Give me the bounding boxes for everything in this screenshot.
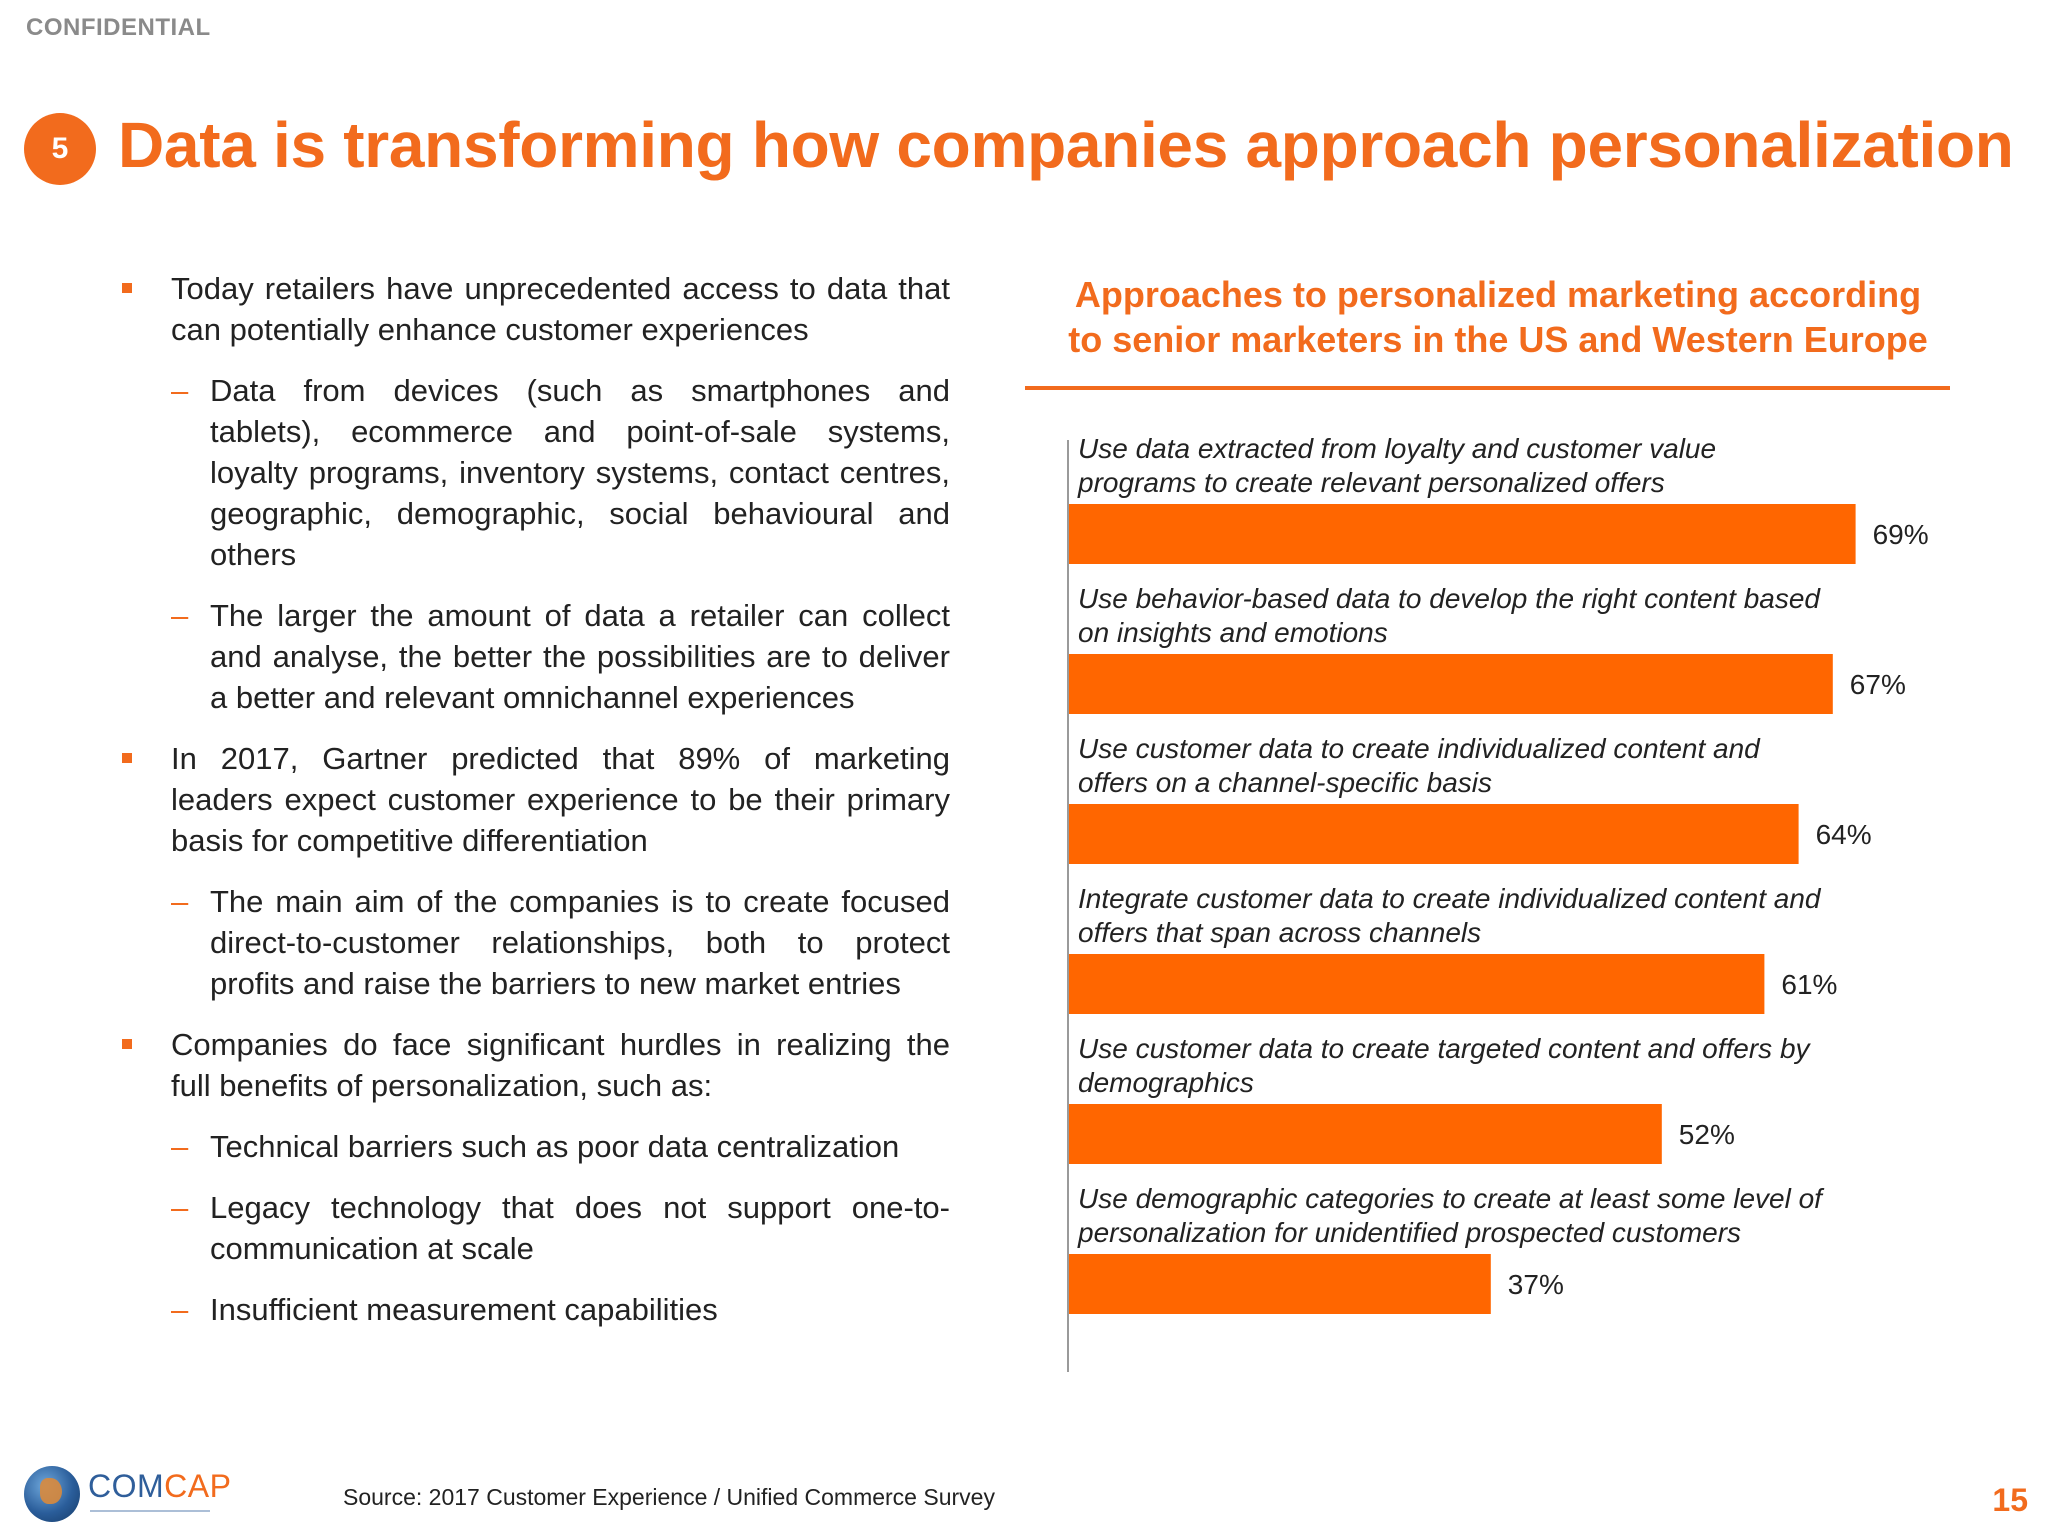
chart-title-line: to senior marketers in the US and Wester… [1068,319,1928,360]
dash-icon: – [171,1129,189,1164]
bullet-item: Today retailers have unprecedented acces… [118,268,950,718]
sub-bullet-item: – Legacy technology that does not support… [171,1187,950,1269]
category-label: programs to create relevant personalized… [1077,467,1665,498]
sub-bullet-text: Technical barriers such as poor data cen… [210,1129,900,1164]
bullet-square-icon [122,283,132,293]
confidential-label: CONFIDENTIAL [26,14,211,41]
sub-list: – Data from devices (such as smartphones … [171,370,950,718]
source-note: Source: 2017 Customer Experience / Unifi… [343,1484,995,1510]
chart-title: Approaches to personalized marketing acc… [1018,272,1978,362]
bar [1069,1104,1662,1164]
bar-value-label: 52% [1679,1119,1735,1150]
bullet-square-icon [122,753,132,763]
bullet-list: Today retailers have unprecedented acces… [118,268,950,1330]
category-label: Use data extracted from loyalty and cust… [1078,433,1716,464]
bar-value-label: 67% [1850,669,1906,700]
chart-title-line: Approaches to personalized marketing acc… [1074,274,1922,315]
logo-text-cap: CAP [164,1468,232,1504]
bar [1069,954,1765,1014]
bar-value-label: 69% [1873,519,1929,550]
category-label: Use customer data to create individualiz… [1078,733,1761,764]
bar [1069,804,1799,864]
logo-wordmark: COMCAP [88,1468,231,1505]
page-number: 15 [1992,1482,2028,1518]
logo-text-comp: COM [88,1468,165,1504]
bullet-item: In 2017, Gartner predicted that 89% of m… [118,738,950,1004]
globe-icon [24,1466,80,1522]
bar-value-label: 61% [1781,969,1837,1000]
dash-icon: – [171,884,189,919]
sub-bullet-item: – Insufficient measurement capabilities [171,1289,950,1330]
bar-chart: Approaches to personalized marketing acc… [1018,272,1978,1372]
bullet-item: Companies do face significant hurdles in… [118,1024,950,1330]
sub-bullet-item: – Data from devices (such as smartphones … [171,370,950,575]
comcap-logo: COMCAP [24,1464,264,1524]
sub-list: – Technical barriers such as poor data ce… [171,1126,950,1330]
page-title: Data is transforming how companies appro… [118,109,2014,181]
bullet-text: Companies do face significant hurdles in… [171,1027,950,1103]
bullet-text: Today retailers have unprecedented acces… [171,271,950,347]
dash-icon: – [171,1292,189,1327]
category-label: offers that span across channels [1078,917,1481,948]
category-label: Use behavior-based data to develop the r… [1078,583,1821,614]
category-label: Integrate customer data to create indivi… [1078,883,1822,914]
sub-bullet-text: The main aim of the companies is to crea… [210,884,950,1001]
chart-plot: Use data extracted from loyalty and cust… [1067,433,1929,1372]
sub-bullet-item: – The larger the amount of data a retaile… [171,595,950,718]
bar [1069,654,1833,714]
bar [1069,1254,1491,1314]
logo-tagline-mark [90,1506,210,1516]
category-label: demographics [1078,1067,1254,1098]
category-label: offers on a channel-specific basis [1078,767,1492,798]
bullet-column: Today retailers have unprecedented acces… [118,268,950,1350]
section-number-badge: 5 [24,113,96,185]
category-label: personalization for unidentified prospec… [1077,1217,1741,1248]
dash-icon: – [171,598,189,633]
sub-bullet-text: Legacy technology that does not support … [210,1190,950,1266]
category-label: Use demographic categories to create at … [1078,1183,1825,1214]
sub-bullet-item: – Technical barriers such as poor data ce… [171,1126,950,1167]
category-label: Use customer data to create targeted con… [1078,1033,1812,1064]
bullet-text: In 2017, Gartner predicted that 89% of m… [171,741,950,858]
sub-bullet-item: – The main aim of the companies is to cre… [171,881,950,1004]
bar-value-label: 37% [1508,1269,1564,1300]
category-label: on insights and emotions [1078,617,1388,648]
sub-list: – The main aim of the companies is to cre… [171,881,950,1004]
sub-bullet-text: Insufficient measurement capabilities [210,1292,718,1327]
bar-value-label: 64% [1816,819,1872,850]
dash-icon: – [171,373,189,408]
bar [1069,504,1856,564]
sub-bullet-text: Data from devices (such as smartphones a… [210,373,950,572]
sub-bullet-text: The larger the amount of data a retailer… [210,598,950,715]
dash-icon: – [171,1190,189,1225]
chart-title-rule [1025,386,1950,390]
bullet-square-icon [122,1039,132,1049]
